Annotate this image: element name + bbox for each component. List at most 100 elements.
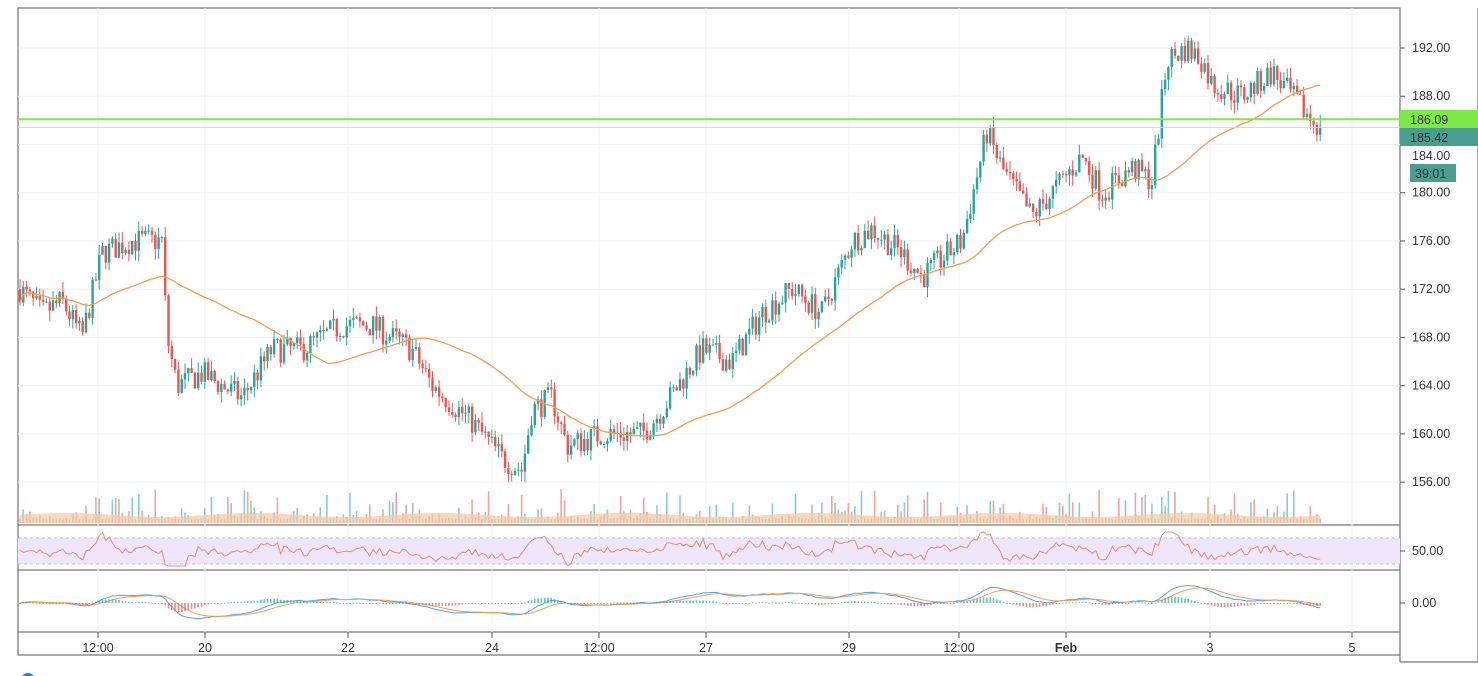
volume-bar	[821, 502, 823, 523]
candle-body	[41, 299, 45, 302]
macd-histogram-bar	[240, 601, 242, 603]
candle-body	[461, 407, 464, 414]
candle-body	[840, 259, 843, 268]
candle-body	[649, 434, 652, 440]
volume-bar	[1062, 506, 1064, 523]
candle-body	[470, 406, 474, 433]
macd-histogram-bar	[398, 603, 401, 604]
candle-body	[906, 249, 909, 271]
macd-histogram-bar	[1230, 603, 1232, 607]
candle-body	[371, 316, 375, 336]
candle-body	[1299, 93, 1302, 95]
macd-histogram-bar	[147, 602, 150, 604]
macd-histogram-bar	[369, 603, 371, 604]
macd-histogram-bar	[1114, 603, 1117, 604]
macd-histogram-bar	[207, 603, 209, 605]
volume-bar	[319, 507, 322, 523]
volume-bar	[847, 503, 850, 523]
candle-body	[744, 334, 748, 356]
macd-histogram-bar	[1293, 603, 1295, 604]
macd-histogram-bar	[883, 603, 886, 604]
macd-histogram-bar	[1289, 603, 1292, 604]
volume-bar	[831, 495, 833, 523]
candle-body	[480, 422, 484, 432]
candle-body	[807, 302, 810, 313]
macd-histogram-bar	[431, 603, 434, 606]
candle-body	[672, 387, 675, 389]
macd-histogram-bar	[243, 601, 246, 603]
candle-body	[909, 270, 913, 273]
volume-bar	[923, 499, 925, 523]
candle-body	[1226, 82, 1229, 94]
candle-body	[494, 436, 497, 447]
candle-body	[794, 294, 797, 296]
macd-histogram-bar	[791, 602, 793, 604]
macd-histogram-bar	[606, 603, 609, 604]
macd-histogram-bar	[296, 600, 298, 603]
candle-body	[1223, 93, 1226, 99]
candle-body	[368, 329, 371, 336]
macd-histogram-bar	[1157, 601, 1160, 603]
macd-histogram-bar	[1177, 597, 1180, 603]
volume-bar	[1293, 490, 1295, 523]
macd-histogram-bar	[1273, 602, 1275, 604]
volume-bar	[1045, 506, 1048, 523]
time-tick-label: 12:00	[943, 641, 974, 655]
candle-body	[117, 242, 121, 258]
candle-body	[335, 318, 338, 337]
macd-histogram-bar	[504, 603, 506, 604]
macd-histogram-bar	[1005, 602, 1008, 604]
volume-bar	[926, 491, 929, 523]
candle-body	[635, 427, 639, 429]
macd-histogram-bar	[1075, 602, 1077, 604]
candle-body	[853, 232, 857, 250]
candle-body	[358, 317, 362, 322]
time-tick-label: 5	[1349, 641, 1356, 655]
macd-histogram-bar	[428, 603, 430, 606]
macd-histogram-bar	[979, 598, 982, 603]
macd-histogram-bar	[1111, 603, 1114, 605]
macd-histogram-bar	[1128, 602, 1130, 604]
macd-histogram-bar	[893, 603, 896, 605]
macd-histogram-bar	[1038, 603, 1041, 607]
candle-body	[292, 342, 296, 347]
macd-histogram-bar	[616, 602, 619, 604]
macd-histogram-bar	[154, 603, 157, 604]
macd-histogram-bar	[702, 600, 704, 603]
macd-histogram-bar	[517, 603, 520, 604]
macd-histogram-bar	[45, 603, 48, 604]
candle-body	[797, 284, 800, 295]
volume-bar	[563, 500, 566, 523]
candle-body	[583, 438, 586, 452]
candle-body	[830, 299, 833, 301]
candle-body	[507, 467, 510, 474]
macd-histogram-bar	[105, 599, 107, 603]
macd-histogram-bar	[755, 602, 757, 604]
macd-histogram-bar	[1220, 603, 1222, 608]
candle-body	[388, 337, 391, 341]
macd-histogram-bar	[576, 603, 579, 604]
macd-histogram-bar	[1312, 603, 1315, 606]
volume-bar	[1058, 502, 1061, 523]
macd-histogram-bar	[847, 601, 850, 603]
volume-bar	[118, 499, 120, 523]
macd-histogram-bar	[679, 600, 681, 603]
candle-body	[965, 218, 969, 234]
macd-histogram-bar	[194, 603, 196, 609]
candle-body	[263, 356, 266, 362]
macd-histogram-bar	[758, 602, 760, 604]
volume-bar	[1042, 503, 1044, 523]
candle-body	[107, 243, 111, 263]
candle-body	[101, 245, 104, 255]
volume-bar	[1253, 499, 1255, 523]
candle-body	[352, 318, 355, 321]
candle-body	[566, 434, 569, 455]
volume-bar	[1068, 493, 1071, 523]
macd-histogram-bar	[880, 603, 883, 604]
macd-histogram-bar	[1236, 603, 1239, 607]
candle-body	[404, 334, 408, 338]
candle-body	[203, 362, 206, 382]
candle-body	[1045, 203, 1048, 210]
last-price-label-bg	[1400, 128, 1478, 146]
